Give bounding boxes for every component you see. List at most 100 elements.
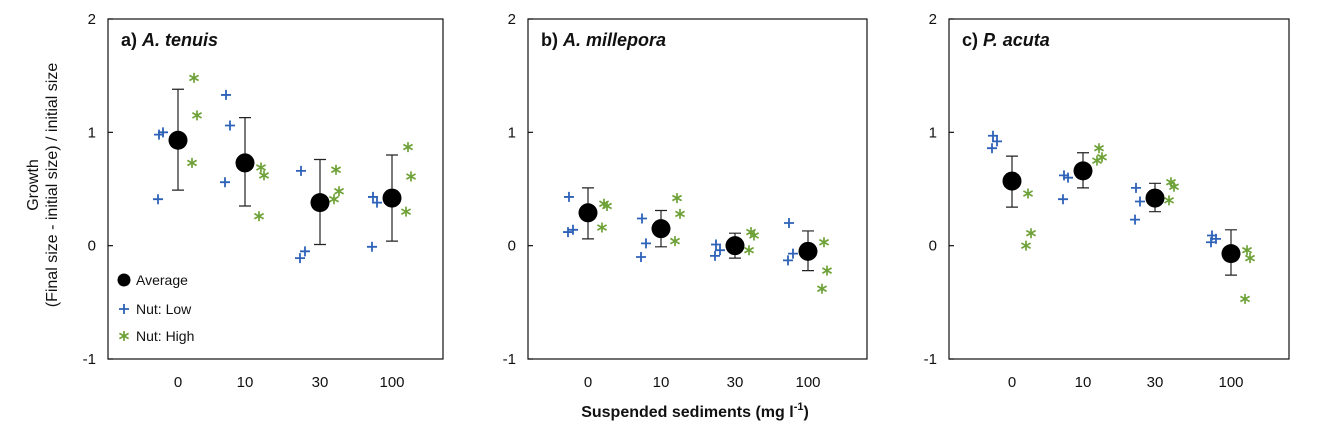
legend: Average Nut: Low Nut: High: [117, 272, 194, 344]
low-nutrient-point: [987, 143, 997, 154]
low-nutrient-point: [783, 255, 793, 266]
x-axis-label-main: Suspended sediments (mg l: [581, 404, 793, 421]
x-tick-label: 30: [727, 374, 744, 391]
low-nutrient-point: [158, 127, 168, 138]
low-nutrient-point: [1130, 214, 1140, 225]
x-tick-label: 100: [795, 374, 820, 391]
low-nutrient-point: [372, 197, 382, 208]
average-point: [235, 153, 255, 173]
panel-title-species: A. tenuis: [141, 30, 218, 50]
panel-title: c) P. acuta: [962, 30, 1050, 50]
low-nutrient-point: [710, 250, 720, 261]
high-nutrient-point: [258, 170, 270, 181]
average-point: [725, 236, 745, 256]
legend-high-marker: [118, 331, 130, 341]
legend-low-label: Nut: Low: [136, 301, 192, 317]
legend-low-marker: [119, 304, 129, 314]
panel-title-species: A. millepora: [562, 30, 666, 50]
high-nutrient-point: [1020, 240, 1032, 251]
x-tick-label: 0: [1008, 374, 1016, 391]
panel-title: b) A. millepora: [541, 30, 666, 50]
high-nutrient-point: [671, 193, 683, 204]
high-nutrient-point: [596, 222, 608, 233]
y-tick-label: 2: [508, 11, 516, 28]
low-nutrient-point: [992, 136, 1002, 147]
high-nutrient-point: [1093, 143, 1105, 154]
high-nutrient-point: [821, 265, 833, 276]
high-nutrient-point: [674, 208, 686, 219]
x-axis-label-superscript: -1: [794, 401, 804, 413]
low-nutrient-point: [637, 213, 647, 224]
y-tick-label: -1: [503, 351, 516, 368]
low-nutrient-point: [367, 241, 377, 252]
y-tick-label: 0: [508, 238, 516, 255]
high-nutrient-point: [601, 201, 613, 211]
high-nutrient-point: [816, 283, 828, 294]
y-tick-label: 1: [929, 124, 937, 141]
low-nutrient-point: [1131, 182, 1141, 193]
high-nutrient-point: [1091, 155, 1103, 166]
low-nutrient-point: [988, 130, 998, 141]
high-nutrient-point: [743, 245, 755, 256]
low-nutrient-point: [711, 239, 721, 250]
high-nutrient-point: [400, 206, 412, 217]
x-tick-label: 10: [237, 374, 254, 391]
low-nutrient-point: [296, 165, 306, 176]
plot-frame: [107, 18, 444, 360]
low-nutrient-point: [1206, 237, 1216, 248]
y-tick-label: 0: [929, 238, 937, 255]
average-point: [382, 188, 402, 208]
high-nutrient-point: [188, 72, 200, 83]
high-nutrient-point: [333, 186, 345, 197]
low-nutrient-point: [1058, 194, 1068, 205]
low-nutrient-point: [220, 177, 230, 188]
high-nutrient-point: [330, 164, 342, 175]
y-tick-label: -1: [83, 351, 96, 368]
low-nutrient-point: [784, 218, 794, 228]
low-nutrient-point: [1135, 196, 1145, 207]
panel-2: -1 0 1 2 0 10 30 100 b) A. millepora: [503, 11, 868, 391]
high-nutrient-point: [1244, 253, 1256, 264]
average-point: [1221, 244, 1241, 264]
low-nutrient-point: [564, 191, 574, 202]
low-nutrient-point: [636, 252, 646, 262]
high-nutrient-point: [191, 110, 203, 121]
x-tick-label: 100: [1218, 374, 1243, 391]
panel-title: a) A. tenuis: [121, 30, 218, 50]
x-tick-label: 100: [379, 374, 404, 391]
high-nutrient-point: [1163, 195, 1175, 206]
y-tick-label: 2: [88, 11, 96, 28]
low-nutrient-point: [715, 245, 725, 256]
x-tick-label: 10: [1075, 374, 1092, 391]
high-nutrient-point: [253, 211, 265, 222]
high-nutrient-point: [255, 162, 267, 173]
x-tick-label: 0: [174, 374, 182, 391]
y-axis-label-line2: (Final size - initial size) / initial si…: [44, 63, 61, 308]
panel-title-label: a): [121, 30, 142, 50]
high-nutrient-point: [402, 142, 414, 153]
x-tick-label: 0: [584, 374, 592, 391]
panel-1: -1 0 1 2 0 10 30 100 a) A. tenuis: [83, 11, 444, 391]
low-nutrient-point: [153, 194, 163, 205]
legend-average-marker: [117, 273, 131, 287]
average-point: [1002, 171, 1022, 191]
high-nutrient-point: [669, 236, 681, 247]
high-nutrient-point: [186, 157, 198, 168]
low-nutrient-point: [641, 238, 651, 249]
y-tick-label: 1: [88, 124, 96, 141]
low-nutrient-point: [788, 248, 798, 259]
high-nutrient-point: [1022, 188, 1034, 199]
legend-average-label: Average: [136, 272, 188, 288]
high-nutrient-point: [1241, 245, 1253, 256]
high-nutrient-point: [1168, 181, 1180, 192]
y-axis-label-line1: Growth: [25, 159, 42, 211]
high-nutrient-point: [405, 171, 417, 182]
panel-title-label: b): [541, 30, 563, 50]
panel-title-label: c): [962, 30, 983, 50]
low-nutrient-point: [225, 120, 235, 131]
plot-frame: [527, 18, 868, 360]
high-nutrient-point: [1239, 293, 1251, 304]
low-nutrient-point: [568, 224, 578, 235]
